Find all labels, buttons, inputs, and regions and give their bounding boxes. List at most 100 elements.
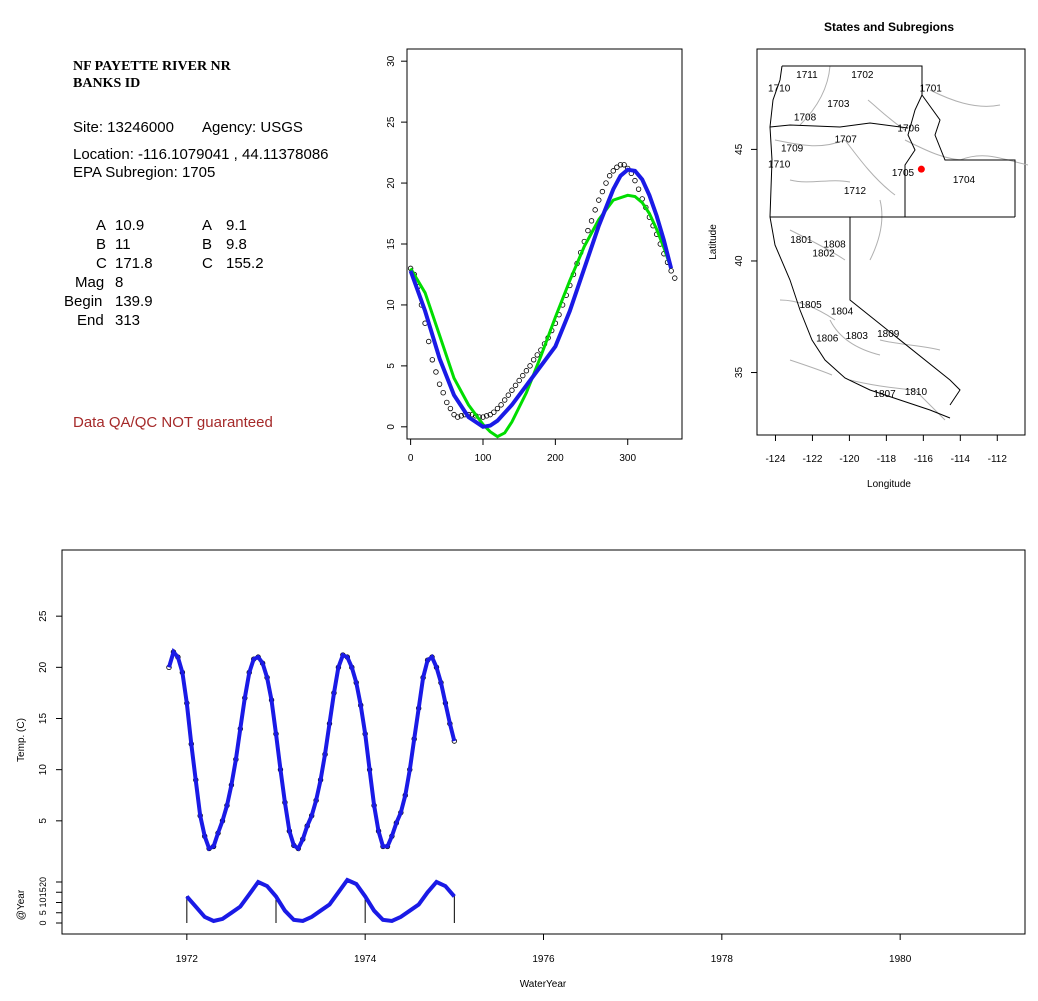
ts-y-tick-label: 25 <box>38 610 49 622</box>
subregion-label: 1704 <box>953 175 976 186</box>
ts-x-tick-label: 1972 <box>176 954 199 965</box>
ts-x-label: WaterYear <box>520 979 567 990</box>
map-y-axis: 35 40 45 <box>734 143 757 378</box>
ts-x-tick-label: 1974 <box>354 954 377 965</box>
param-mag-value: 8 <box>115 274 124 291</box>
scatter-point <box>632 177 638 184</box>
param-b2-value: 9.8 <box>226 236 247 253</box>
ts-year-tick-label: 10 <box>38 897 48 907</box>
map-title: States and Subregions <box>824 20 954 34</box>
map-x-tick-label: -122 <box>802 454 822 465</box>
station-name-line2: BANKS ID <box>73 76 141 91</box>
scatter-point <box>436 381 443 387</box>
subregion-label: 1701 <box>920 83 943 94</box>
subregion-label: 1802 <box>812 249 835 260</box>
map-x-tick-label: -120 <box>839 454 859 465</box>
param-a-label: A <box>96 217 107 234</box>
subregion-label: 1801 <box>790 235 813 246</box>
ts-year-tick-label: 20 <box>38 877 48 887</box>
scatter-point <box>480 414 486 420</box>
param-b2-label: B <box>202 236 213 253</box>
scatter-point <box>444 399 450 406</box>
green-fit-curve <box>409 193 673 439</box>
map-y-label: Latitude <box>708 224 719 260</box>
scatter-point <box>672 275 678 281</box>
scatter-point <box>433 369 439 375</box>
subregion-label: 1711 <box>796 70 818 81</box>
map-frame <box>756 48 1026 436</box>
map-x-axis: -124 -122 -120 -118 -116 -114 -112 <box>765 435 1007 465</box>
ts-year-tick-label: 5 <box>38 910 48 915</box>
scatter-point <box>606 173 613 179</box>
scatter-point <box>585 227 591 234</box>
state-boundaries <box>769 65 1016 419</box>
subregion-labels: 1702 1701 1711 1710 1703 1708 1706 1707 1709 1710… <box>768 70 976 400</box>
param-a2-label: A <box>202 217 213 234</box>
blue-fit-curve <box>408 167 674 429</box>
scatter-point <box>516 377 522 384</box>
scatter-point <box>592 207 598 213</box>
map-x-tick-label: -112 <box>988 454 1008 465</box>
param-begin-value: 139.9 <box>115 293 153 310</box>
seasonal-scatter-plot: 0 100 200 300 0 5 10 15 20 25 30 <box>386 48 683 464</box>
scatter-point <box>588 218 595 224</box>
scatter-y-tick-label: 30 <box>386 55 397 67</box>
subregion-label: 1804 <box>831 307 854 318</box>
scatter-y-tick-label: 20 <box>386 177 397 189</box>
scatter-point <box>498 402 504 408</box>
ts-y2-label: @Year <box>16 889 27 920</box>
scatter-y-tick-label: 0 <box>386 424 397 430</box>
scatter-point <box>523 368 530 374</box>
map-y-tick-label: 35 <box>734 367 745 379</box>
subregion-label: 1709 <box>781 144 804 155</box>
scatter-point <box>505 392 512 398</box>
subregion-label: 1702 <box>851 70 874 81</box>
scatter-y-tick-label: 25 <box>386 116 397 128</box>
subregion-label: 1810 <box>905 387 928 398</box>
scatter-point <box>487 411 493 418</box>
subregion-map: States and Subregions 170217011711171017… <box>708 20 1029 490</box>
scatter-point <box>451 411 457 418</box>
scatter-point <box>610 168 616 174</box>
subregion-label: 1808 <box>824 240 847 251</box>
scatter-point <box>426 338 432 345</box>
map-x-tick-label: -116 <box>914 454 934 465</box>
param-end-value: 313 <box>115 312 141 329</box>
subregion-label: 1803 <box>846 331 869 342</box>
ts-y-tick-label: 20 <box>38 661 49 673</box>
scatter-x-tick-label: 300 <box>619 453 636 464</box>
param-b-label: B <box>96 236 107 253</box>
map-x-tick-label: -114 <box>951 454 971 465</box>
subregion-label: 1708 <box>794 112 817 123</box>
time-series-frame <box>61 549 1026 935</box>
param-c2-value: 155.2 <box>226 255 264 272</box>
scatter-point <box>501 397 508 403</box>
site-location-marker <box>917 165 925 173</box>
scatter-point <box>527 363 533 369</box>
param-end-label: End <box>77 312 104 329</box>
ts-y-tick-label: 15 <box>38 713 49 725</box>
ts-year-tick-label: 0 <box>38 920 48 925</box>
scatter-point <box>614 164 620 170</box>
subregion-label: 1707 <box>835 135 858 146</box>
scatter-point <box>668 268 674 274</box>
scatter-x-tick-label: 0 <box>408 453 414 464</box>
station-name-line1: NF PAYETTE RIVER NR <box>73 59 231 74</box>
ts-y-tick-label: 5 <box>38 818 49 824</box>
scatter-point <box>635 186 642 192</box>
ts-x-tick-label: 1980 <box>889 954 912 965</box>
scatter-y-tick-label: 15 <box>386 238 397 250</box>
site-id: Site: 13246000 <box>73 119 174 136</box>
param-b-value: 11 <box>115 236 131 253</box>
subregion-label: 1806 <box>816 333 839 344</box>
scatter-x-tick-label: 200 <box>547 453 564 464</box>
scatter-point <box>621 162 627 168</box>
scatter-y-tick-label: 10 <box>386 299 397 311</box>
scatter-point <box>534 352 540 358</box>
scatter-point <box>454 414 461 420</box>
scatter-point <box>447 405 454 412</box>
subregion-label: 1809 <box>877 329 900 340</box>
